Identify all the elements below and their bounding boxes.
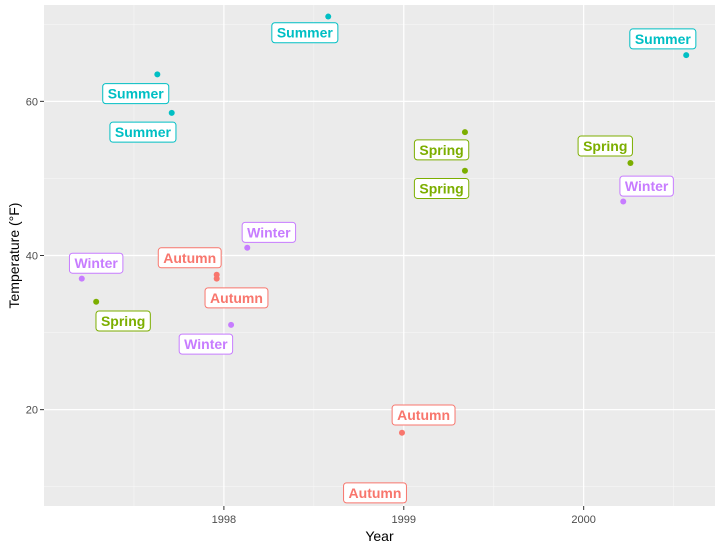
x-axis-ticks: 1998 1999 2000 (212, 506, 596, 526)
x-tick-label: 1998 (212, 514, 236, 526)
point-labels: Winter Spring Summer Summer Autumn Autumn Wint… (68, 22, 697, 504)
y-tick-label: 60 (26, 96, 38, 108)
point-label-summer: Summer (629, 28, 697, 50)
label-text: Spring (101, 313, 145, 329)
data-point-autumn (398, 429, 405, 436)
point-label-autumn: Autumn (157, 247, 222, 269)
label-text: Autumn (163, 250, 216, 266)
label-text: Winter (625, 178, 669, 194)
y-axis-ticks: 20 40 60 (26, 96, 44, 417)
x-tick-label: 1999 (392, 514, 416, 526)
label-box (391, 404, 456, 426)
data-points (78, 13, 690, 490)
label-box (271, 22, 339, 44)
label-box (68, 252, 124, 274)
data-point-spring (627, 160, 634, 167)
label-text: Spring (419, 142, 463, 158)
point-label-spring: Spring (413, 139, 470, 161)
label-text: Winter (184, 336, 228, 352)
label-box (241, 221, 297, 243)
data-point-summer (683, 52, 690, 59)
x-axis-title: Year (365, 528, 394, 544)
label-box (95, 310, 151, 332)
label-box (413, 177, 470, 199)
label-box (204, 287, 269, 309)
label-box (413, 139, 470, 161)
label-text: Winter (247, 224, 291, 240)
label-box (577, 135, 633, 157)
label-text: Summer (108, 86, 165, 102)
point-label-winter: Winter (178, 333, 234, 355)
label-box (629, 28, 697, 50)
data-point-summer (168, 109, 175, 116)
point-label-summer: Summer (109, 121, 177, 143)
data-point-summer (154, 71, 161, 78)
data-point-spring (93, 298, 100, 305)
label-box (619, 175, 674, 197)
label-text: Spring (419, 180, 463, 196)
point-label-spring: Spring (577, 135, 633, 157)
point-label-autumn: Autumn (391, 404, 456, 426)
point-label-winter: Winter (619, 175, 674, 197)
point-label-winter: Winter (241, 221, 297, 243)
point-label-spring: Spring (413, 177, 470, 199)
y-tick-label: 20 (26, 405, 38, 417)
label-box (343, 482, 407, 504)
data-point-spring (461, 129, 468, 136)
x-tick-label: 2000 (571, 514, 595, 526)
data-point-winter (228, 321, 235, 328)
point-label-summer: Summer (102, 83, 170, 105)
data-point-spring (461, 167, 468, 174)
point-label-autumn: Autumn (343, 482, 407, 504)
label-text: Winter (74, 255, 118, 271)
data-point-winter (78, 275, 85, 282)
data-point-winter (620, 198, 627, 205)
point-label-autumn: Autumn (204, 287, 269, 309)
point-label-summer: Summer (271, 22, 339, 44)
y-tick-label: 40 (26, 251, 38, 263)
data-point-summer (325, 13, 332, 20)
label-box (102, 83, 170, 105)
y-axis-title: Temperature (°F) (6, 203, 22, 309)
label-box (109, 121, 177, 143)
label-text: Summer (115, 124, 172, 140)
point-label-winter: Winter (68, 252, 124, 274)
label-text: Summer (635, 31, 692, 47)
label-box (157, 247, 222, 269)
point-label-spring: Spring (95, 310, 151, 332)
data-point-autumn (213, 275, 220, 282)
label-text: Autumn (397, 407, 450, 423)
label-text: Autumn (210, 290, 263, 306)
label-text: Spring (583, 138, 627, 154)
label-text: Summer (277, 25, 334, 41)
label-text: Autumn (349, 485, 402, 501)
data-point-winter (244, 244, 251, 251)
label-box (178, 333, 234, 355)
